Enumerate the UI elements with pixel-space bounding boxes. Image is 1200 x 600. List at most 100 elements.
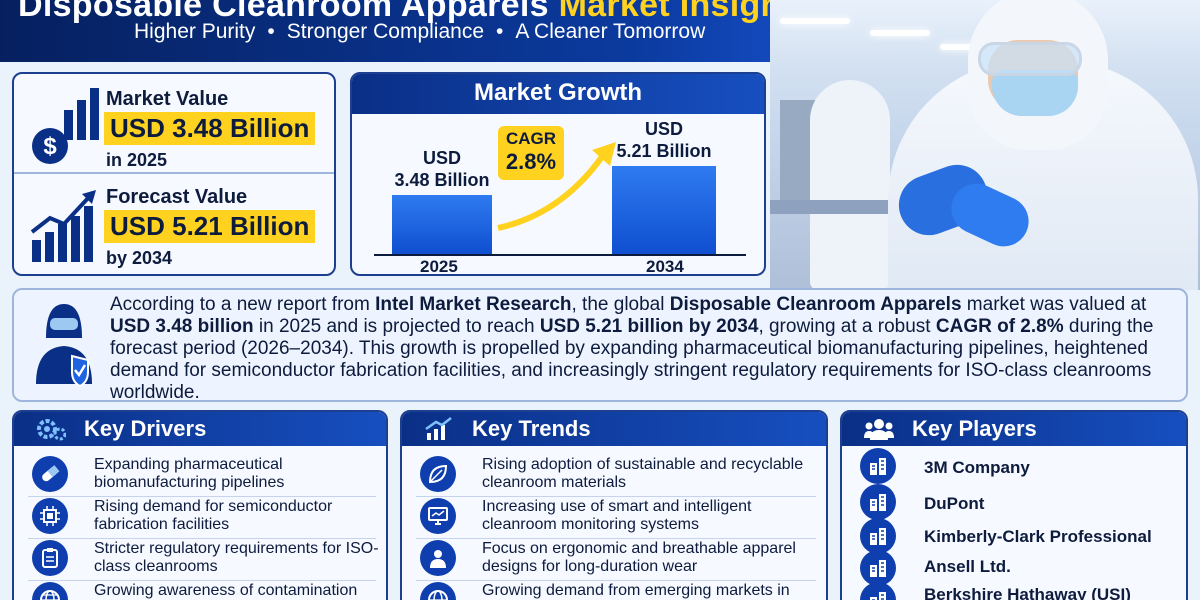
driver-icon-circle (32, 582, 68, 600)
driver-item: Expanding pharmaceutical biomanufacturin… (14, 454, 386, 496)
market-value-row: $ Market Value USD 3.48 Billion in 2025 (14, 74, 334, 174)
market-value-year: in 2025 (106, 150, 168, 170)
building-icon (870, 458, 886, 475)
player-name: Kimberly-Clark Professional (924, 527, 1152, 546)
forecast-value-amount: USD 5.21 Billion (104, 210, 316, 243)
photo-worker-goggles (978, 42, 1082, 76)
key-trends-title: Key Trends (472, 416, 591, 441)
driver-text: Rising demand for semiconductor fabricat… (94, 498, 333, 533)
driver-text: Growing awareness of contamination (94, 582, 358, 599)
key-players-title: Key Players (912, 416, 1037, 441)
player-item: Ansell Ltd. (842, 548, 1186, 586)
tagline: Higher Purity • Stronger Compliance • A Clea… (134, 20, 705, 44)
leaf-icon (428, 464, 448, 484)
summary-highlight: Intel Market Research (375, 294, 572, 315)
ceiling-light (780, 18, 850, 24)
bar-2034-value-label: USD 5.21 Billion (592, 118, 736, 162)
dollar-bar-chart-icon: $ (32, 88, 99, 164)
player-icon-circle (860, 484, 896, 520)
divider (416, 580, 816, 581)
header-banner: Disposable Cleanroom Apparels Market Ins… (0, 0, 900, 62)
person-icon (430, 550, 446, 568)
bar-label-line: 3.48 Billion (394, 170, 490, 190)
stats-panel: $ Market Value USD 3.48 Billion in 2025 … (12, 72, 336, 276)
globe-icon (428, 590, 448, 600)
trend-text: Rising adoption of sustainable and recyc… (482, 456, 804, 491)
market-value-amount: USD 3.48 Billion (104, 112, 316, 145)
summary-highlight: USD 3.48 billion (110, 316, 254, 337)
title-highlight: Market Insights (558, 0, 813, 24)
trend-icon-circle (420, 540, 456, 576)
trend-text: Increasing use of smart and intelligent … (482, 498, 752, 533)
trend-icon-circle (420, 582, 456, 600)
gears-icon (37, 419, 66, 441)
key-players-header: Key Players (842, 412, 1186, 446)
driver-item: Growing awareness of contamination (14, 580, 386, 600)
divider (416, 538, 816, 539)
key-drivers-header: Key Drivers (14, 412, 386, 446)
key-trends-panel: Key Trends Rising adoption of sustainabl… (400, 410, 828, 600)
summary-highlight: USD 5.21 billion by 2034 (539, 316, 759, 337)
key-trends-header: Key Trends (402, 412, 826, 446)
summary-text-part: , growing at a robust (758, 316, 936, 337)
building-icon (870, 592, 886, 600)
svg-text:$: $ (43, 133, 57, 160)
bar-2025-value-label: USD 3.48 Billion (372, 147, 512, 191)
year-label-2034: 2034 (646, 257, 684, 276)
player-item: Kimberly-Clark Professional (842, 516, 1186, 554)
driver-text: Expanding pharmaceutical biomanufacturin… (94, 456, 285, 491)
tagline-separator: • (267, 20, 275, 43)
driver-item: Rising demand for semiconductor fabricat… (14, 496, 386, 538)
capsule-icon (42, 465, 60, 482)
driver-item: Stricter regulatory requirements for ISO… (14, 538, 386, 580)
divider (416, 496, 816, 497)
year-label-2025: 2025 (420, 257, 458, 276)
trend-item: Increasing use of smart and intelligent … (402, 496, 826, 538)
cagr-value: 2.8% (505, 149, 557, 174)
summary-text-part: in 2025 and is projected to reach (253, 316, 540, 337)
summary-text-part: According to a new report from (110, 294, 376, 315)
building-icon (870, 528, 886, 545)
cagr-label: CAGR (505, 129, 557, 148)
trend-icon-circle (420, 456, 456, 492)
growth-arrow-icon (497, 142, 616, 231)
forecast-value-row: Forecast Value USD 5.21 Billion by 2034 (14, 174, 334, 274)
player-icon-circle (860, 448, 896, 484)
cleanroom-photo (770, 0, 1200, 290)
market-growth-title: Market Growth (352, 74, 764, 114)
player-item: Berkshire Hathaway (USI) (842, 576, 1186, 600)
trend-text: Growing demand from emerging markets in … (482, 582, 790, 599)
driver-icon-circle (32, 540, 68, 576)
key-drivers-title: Key Drivers (84, 416, 207, 441)
player-icon-circle (860, 518, 896, 554)
player-name: Ansell Ltd. (924, 557, 1011, 576)
market-growth-panel: Market Growth USD 3.48 Billion USD 5.21 … (350, 72, 766, 276)
divider (28, 538, 376, 539)
key-drivers-panel: Key Drivers Expanding pharmaceutical bio… (12, 410, 388, 600)
photo-worker-mask (992, 70, 1078, 116)
bar-label-line: USD (644, 119, 683, 139)
report-summary: According to a new report from Intel Mar… (12, 288, 1188, 404)
summary-highlight: CAGR of 2.8% (935, 316, 1064, 337)
chart-baseline (374, 254, 746, 256)
market-value-label: Market Value (106, 88, 229, 110)
title-main: Disposable Cleanroom Apparels (18, 0, 549, 24)
page-title: Disposable Cleanroom Apparels Market Ins… (18, 0, 812, 25)
tagline-item: Higher Purity (134, 20, 256, 43)
bar-2025 (392, 195, 492, 254)
driver-icon-circle (32, 498, 68, 534)
player-name: Berkshire Hathaway (USI) (924, 585, 1131, 600)
player-icon-circle (860, 582, 896, 600)
tagline-item: Stronger Compliance (286, 20, 485, 43)
ceiling-light (870, 30, 930, 36)
trend-item: Rising adoption of sustainable and recyc… (402, 454, 826, 496)
trend-item: Focus on ergonomic and breathable appare… (402, 538, 826, 580)
summary-text-part: market was valued at (961, 294, 1147, 315)
trend-chart-icon (425, 417, 452, 440)
trend-icon-circle (420, 498, 456, 534)
tagline-item: A Cleaner Tomorrow (515, 20, 706, 43)
summary-text-part: , the global (571, 294, 670, 315)
chip-icon (40, 506, 60, 526)
player-name: DuPont (924, 494, 985, 513)
summary-text: According to a new report from Intel Mar… (110, 294, 1180, 404)
